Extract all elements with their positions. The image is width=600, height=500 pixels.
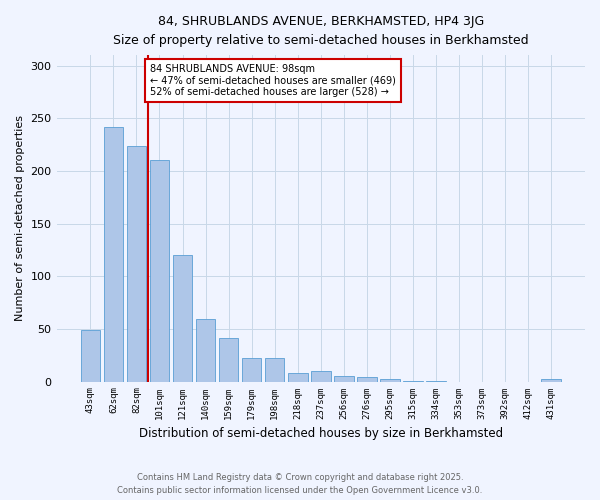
Bar <box>104 126 123 382</box>
Bar <box>403 380 423 382</box>
Bar <box>311 371 331 382</box>
Bar <box>196 320 215 382</box>
Bar <box>149 160 169 382</box>
X-axis label: Distribution of semi-detached houses by size in Berkhamsted: Distribution of semi-detached houses by … <box>139 427 503 440</box>
Text: 84 SHRUBLANDS AVENUE: 98sqm
← 47% of semi-detached houses are smaller (469)
52% : 84 SHRUBLANDS AVENUE: 98sqm ← 47% of sem… <box>150 64 396 96</box>
Text: Contains HM Land Registry data © Crown copyright and database right 2025.
Contai: Contains HM Land Registry data © Crown c… <box>118 474 482 495</box>
Bar <box>265 358 284 382</box>
Bar <box>242 358 262 382</box>
Title: 84, SHRUBLANDS AVENUE, BERKHAMSTED, HP4 3JG
Size of property relative to semi-de: 84, SHRUBLANDS AVENUE, BERKHAMSTED, HP4 … <box>113 15 529 47</box>
Bar <box>127 146 146 382</box>
Bar <box>426 380 446 382</box>
Y-axis label: Number of semi-detached properties: Number of semi-detached properties <box>15 116 25 322</box>
Bar <box>541 380 561 382</box>
Bar <box>380 380 400 382</box>
Bar <box>173 255 193 382</box>
Bar <box>219 338 238 382</box>
Bar <box>334 376 353 382</box>
Bar <box>80 330 100 382</box>
Bar <box>288 373 308 382</box>
Bar <box>357 378 377 382</box>
